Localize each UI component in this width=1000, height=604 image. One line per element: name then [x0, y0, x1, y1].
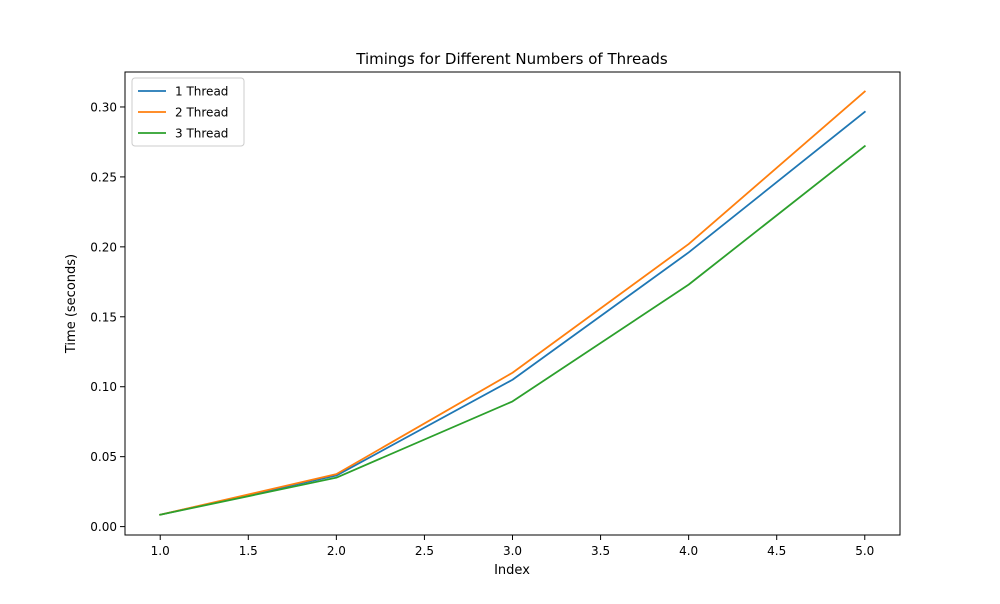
legend-box	[131, 77, 245, 147]
x-tick-label: 3.0	[503, 544, 522, 558]
legend: 1 Thread 2 Thread 3 Thread	[131, 77, 245, 147]
chart-title: Timings for Different Numbers of Threads	[355, 50, 668, 68]
y-tick-label: 0.05	[90, 450, 117, 464]
x-tick-label: 3.5	[591, 544, 610, 558]
series-line-3	[159, 144, 867, 516]
legend-label-3: 3 Thread	[175, 127, 228, 141]
y-tick-label: 0.25	[90, 170, 117, 184]
x-tick-label: 4.5	[767, 544, 786, 558]
series-line-1	[159, 110, 867, 516]
y-tick-label: 0.10	[90, 380, 117, 394]
plot-frame	[124, 71, 901, 536]
series-line-2	[159, 90, 867, 516]
axis-ticks: 1.0 1.5 2.0 2.5 3.0 3.5 4.0 4.5 5.0 0.00 0.05 0.10 0…	[90, 100, 874, 558]
y-tick-label: 0.30	[90, 100, 117, 114]
x-tick-label: 5.0	[855, 544, 874, 558]
x-axis-label: Index	[494, 563, 530, 578]
y-axis-label: Time (seconds)	[64, 254, 79, 354]
series-lines	[159, 90, 867, 516]
y-tick-label: 0.15	[90, 310, 117, 324]
x-tick-label: 4.0	[679, 544, 698, 558]
x-tick-label: 2.5	[415, 544, 434, 558]
y-tick-label: 0.00	[90, 520, 117, 534]
y-tick-label: 0.20	[90, 240, 117, 254]
x-tick-label: 1.0	[151, 544, 170, 558]
legend-label-2: 2 Thread	[175, 106, 228, 120]
x-tick-label: 2.0	[327, 544, 346, 558]
legend-label-1: 1 Thread	[175, 85, 228, 99]
x-tick-label: 1.5	[239, 544, 258, 558]
